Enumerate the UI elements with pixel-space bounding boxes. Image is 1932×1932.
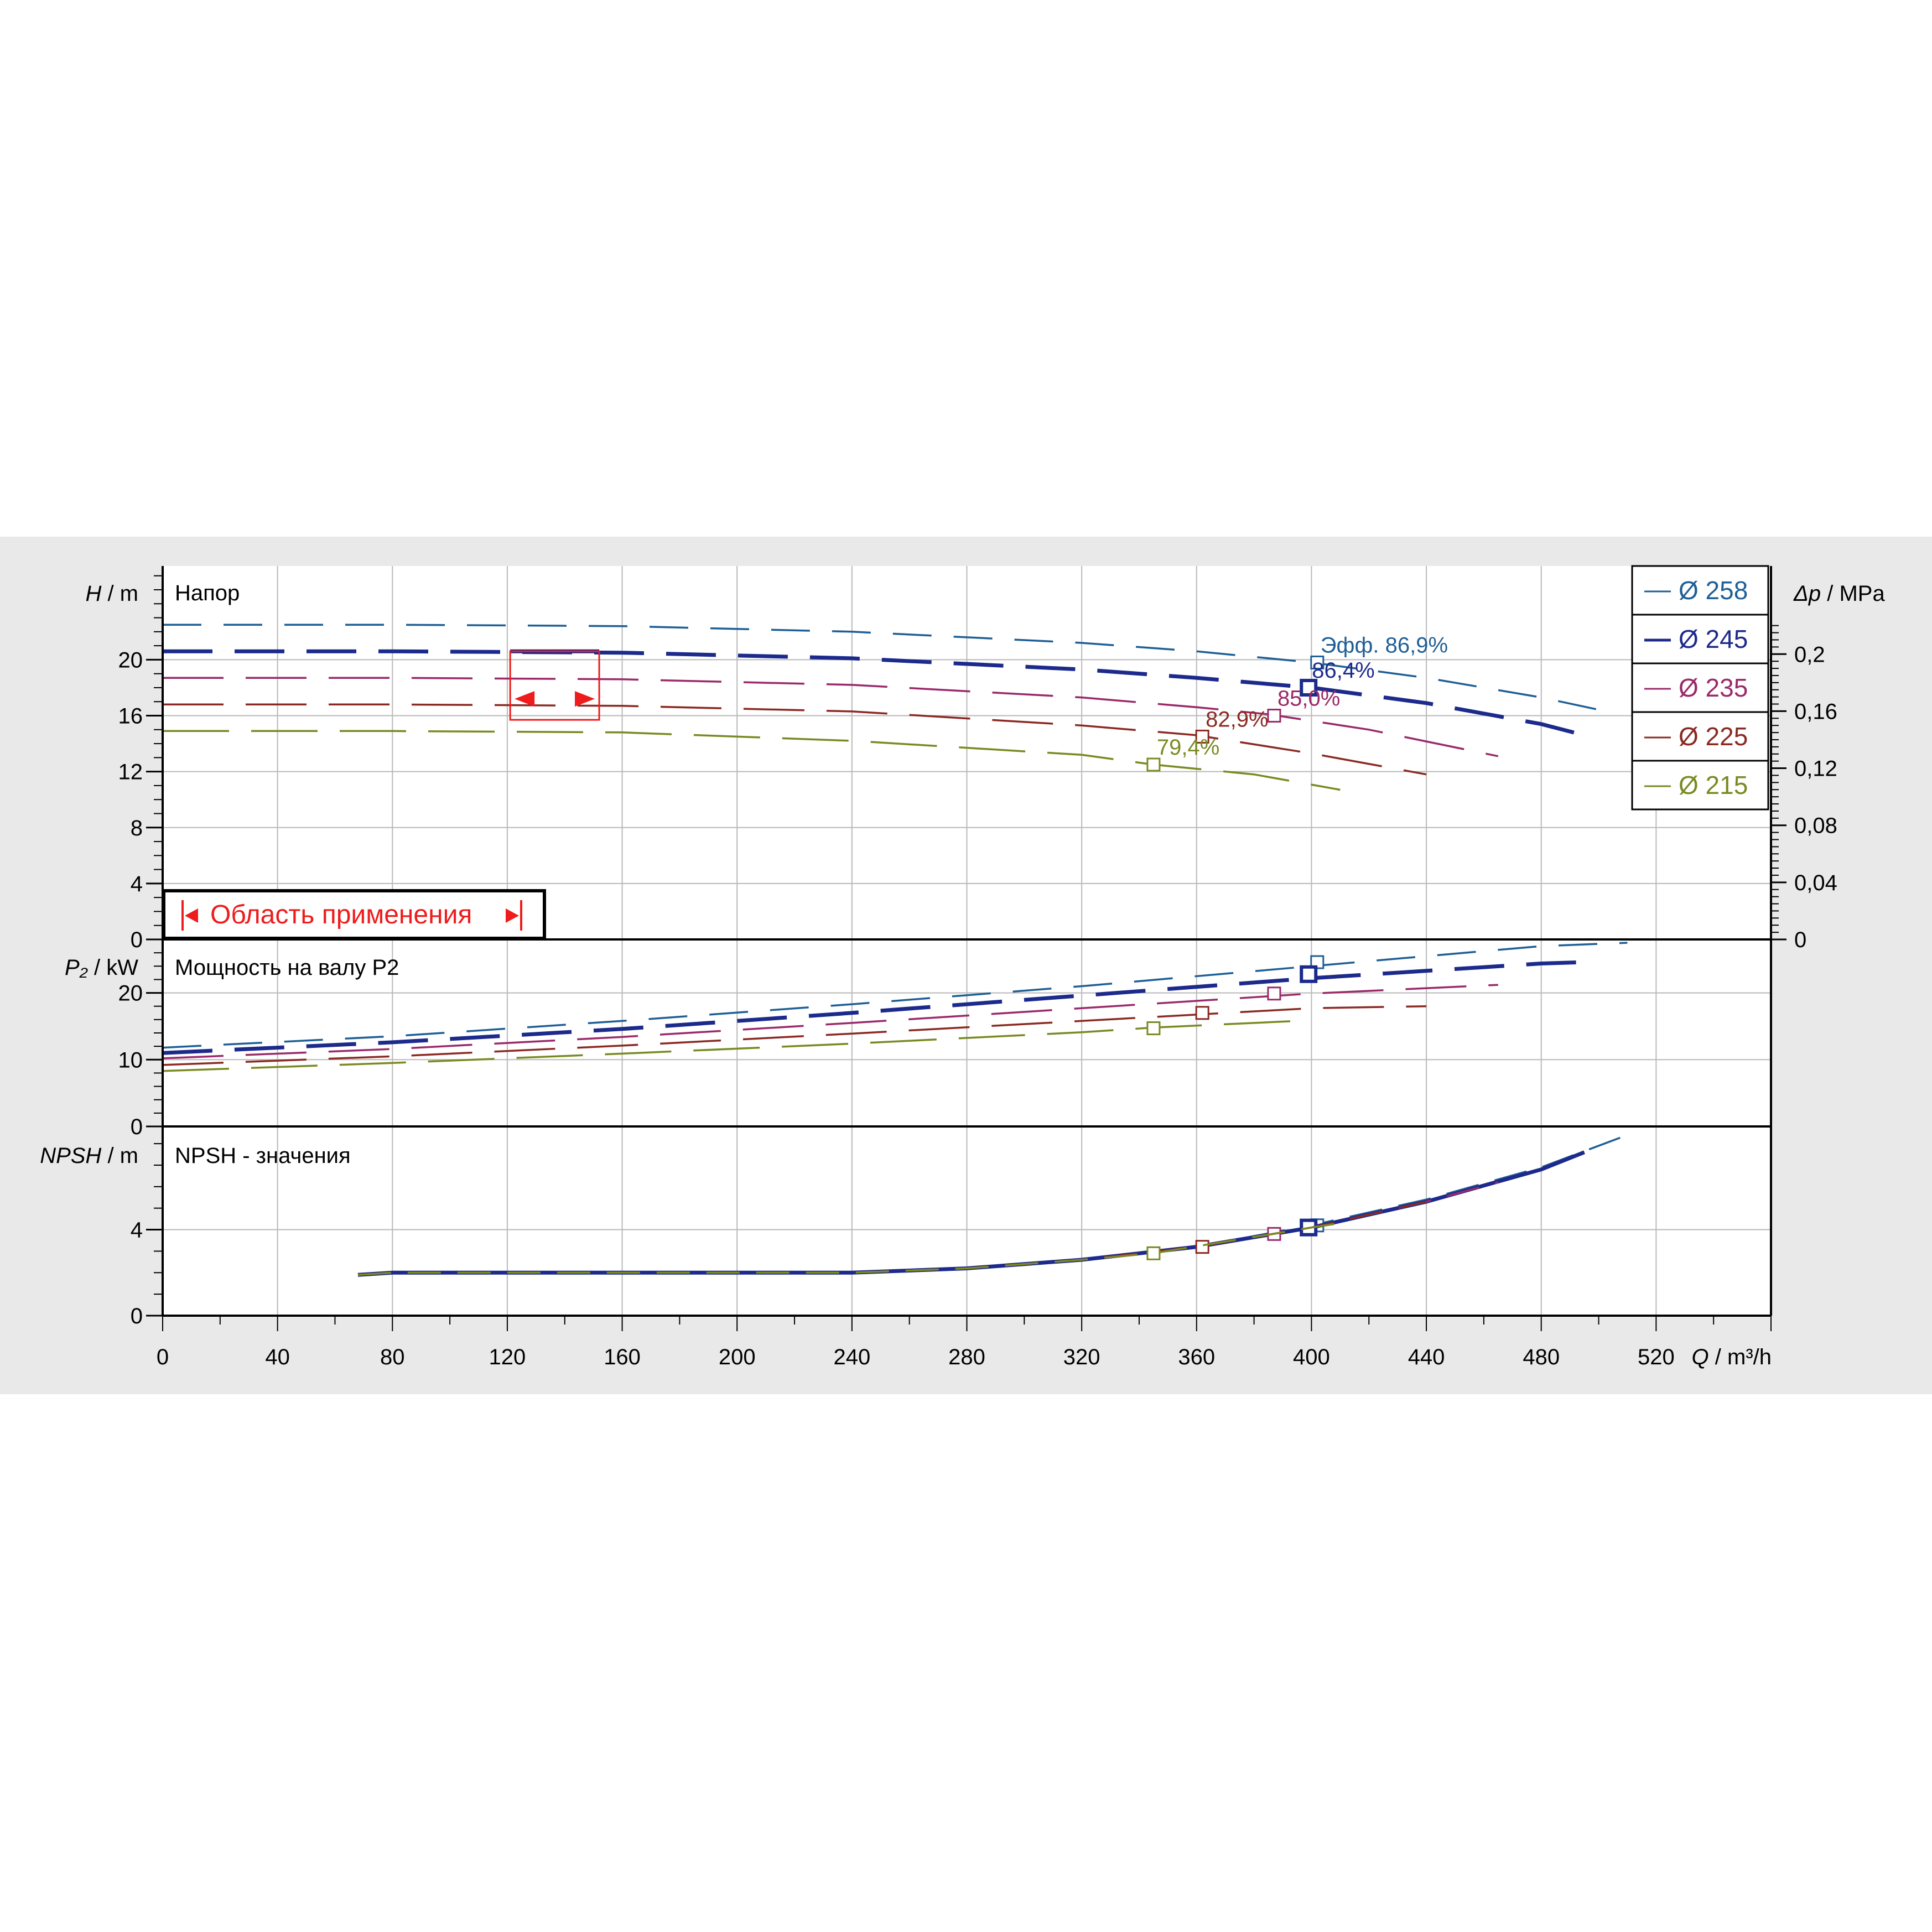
curve-head-4	[163, 703, 1427, 776]
npsh-axis-label: NPSH / m	[40, 1144, 138, 1168]
operating-range-right-arrow-icon	[506, 908, 519, 923]
y2-tick-label: 0,16	[1794, 699, 1837, 724]
power-axis-unit: kW	[106, 955, 138, 980]
curve-npsh-5	[357, 1222, 1341, 1276]
y2-tick-label: 0,12	[1794, 757, 1837, 781]
legend-label: Ø 225	[1679, 722, 1748, 751]
legend-label: Ø 215	[1679, 771, 1748, 799]
x-tick-label: 0	[157, 1345, 169, 1369]
bep-marker-head-2	[1300, 678, 1318, 697]
operating-range-indicator	[509, 650, 600, 721]
bep-marker-head-5	[1146, 757, 1161, 772]
axes	[146, 566, 1786, 1331]
legend-frame	[1631, 565, 1769, 811]
x-tick-label: 440	[1408, 1345, 1445, 1369]
pressure-axis-symbol: Δp	[1793, 581, 1821, 606]
operating-range-frame	[162, 889, 546, 940]
x-tick-label: 200	[719, 1345, 756, 1369]
operating-range-arrow-right-icon	[575, 691, 595, 707]
legend-label: Ø 245	[1679, 625, 1748, 653]
x-tick-label: 520	[1638, 1345, 1675, 1369]
bep-marker-power-5	[1146, 1021, 1161, 1036]
head-axis-label: H / m	[85, 581, 138, 606]
y2-tick-label: 0,2	[1794, 642, 1825, 667]
y2-tick-label: 0	[1794, 928, 1806, 952]
curve-head-5	[163, 730, 1341, 791]
operating-range-left-arrow-icon	[185, 908, 198, 923]
x-tick-label: 120	[489, 1345, 526, 1369]
y2-tick-label: 0,04	[1794, 871, 1837, 895]
flow-axis-unit: m³/h	[1727, 1345, 1772, 1369]
head-axis-unit: m	[120, 581, 138, 606]
bep-marker-head-3	[1267, 709, 1281, 723]
curve-power-2	[162, 960, 1585, 1055]
legend-label: Ø 258	[1679, 576, 1748, 605]
legend-label: Ø 235	[1679, 673, 1748, 702]
bep-marker-npsh-4	[1195, 1240, 1209, 1254]
power-axis-symbol: P₂	[65, 955, 88, 980]
legend: Ø 258 Ø 245 Ø 235 Ø 225 Ø 215	[1631, 565, 1769, 811]
flow-axis-label: Q / m³/h	[1692, 1345, 1772, 1369]
efficiency-label-2: 86,4%	[1312, 658, 1374, 683]
y-tick-label: 0	[131, 928, 143, 952]
power-axis-label: P₂ / kW	[65, 955, 138, 980]
y-tick-label: 20	[118, 648, 143, 672]
y-tick-label: 16	[118, 704, 143, 729]
x-tick-label: 240	[833, 1345, 870, 1369]
x-tick-label: 80	[380, 1345, 405, 1369]
efficiency-label-5: 79,4%	[1157, 735, 1219, 760]
x-tick-label: 160	[604, 1345, 641, 1369]
bep-marker-head-1	[1310, 655, 1325, 669]
operating-range-label: Область применения	[210, 900, 472, 929]
efficiency-label-4: 82,9%	[1206, 707, 1268, 731]
axis-labels: Эфф. 86,9%86,4%85,0%82,9%79,4%0481216200…	[118, 633, 1837, 1369]
y-tick-label: 4	[131, 1218, 143, 1243]
curve-head-2	[163, 649, 1585, 738]
y-tick-label: 12	[118, 760, 143, 785]
y-tick-label: 10	[118, 1048, 143, 1072]
pressure-axis-label: Δp / MPa	[1793, 581, 1885, 606]
x-tick-label: 320	[1063, 1345, 1100, 1369]
x-tick-label: 40	[265, 1345, 290, 1369]
flow-axis-separator: /	[1709, 1345, 1727, 1369]
efficiency-label-3: 85,0%	[1277, 687, 1340, 711]
head-panel-title: Напор	[175, 581, 240, 605]
bep-marker-npsh-5	[1146, 1246, 1161, 1260]
x-tick-label: 360	[1178, 1345, 1215, 1369]
curve-head-1	[163, 624, 1613, 714]
bep-marker-power-3	[1267, 986, 1281, 1001]
curve-power-4	[162, 1005, 1427, 1066]
y-tick-label: 8	[131, 816, 143, 840]
bep-marker-head-4	[1195, 729, 1209, 744]
y-tick-label: 0	[131, 1115, 143, 1139]
npsh-panel-title: NPSH - значения	[175, 1144, 351, 1168]
y-tick-label: 20	[118, 981, 143, 1006]
npsh-axis-unit: m	[120, 1144, 138, 1168]
power-axis-separator: /	[88, 955, 106, 980]
curve-head-3	[163, 677, 1499, 757]
operating-range-arrow-left-icon	[515, 691, 535, 707]
npsh-axis-symbol: NPSH	[40, 1144, 101, 1168]
head-axis-symbol: H	[85, 581, 101, 606]
bep-marker-power-4	[1195, 1006, 1209, 1020]
curve-power-1	[162, 942, 1628, 1049]
flow-axis-symbol: Q	[1692, 1345, 1709, 1369]
head-axis-separator: /	[101, 581, 120, 606]
operating-range-box: Область применения	[162, 889, 546, 940]
y-tick-label: 0	[131, 1304, 143, 1328]
curve-power-3	[162, 984, 1498, 1060]
power-panel-title: Мощность на валу P2	[175, 955, 399, 980]
pressure-axis-separator: /	[1821, 581, 1839, 606]
performance-curves	[162, 624, 1628, 1277]
npsh-axis-separator: /	[101, 1144, 120, 1168]
x-tick-label: 280	[948, 1345, 985, 1369]
y2-tick-label: 0,08	[1794, 814, 1837, 838]
y-tick-label: 4	[131, 872, 143, 896]
x-tick-label: 480	[1523, 1345, 1560, 1369]
efficiency-label-1: Эфф. 86,9%	[1321, 633, 1448, 657]
pressure-axis-unit: MPa	[1839, 581, 1885, 606]
bep-marker-power-2	[1300, 965, 1318, 983]
x-tick-label: 400	[1293, 1345, 1330, 1369]
